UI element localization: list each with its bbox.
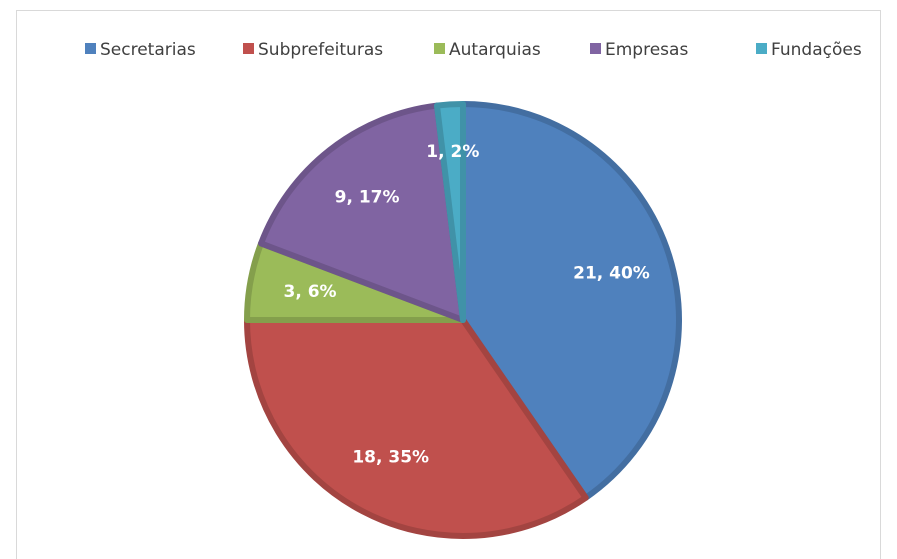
pie-slice [258,102,466,323]
legend-swatch [756,43,767,54]
legend-label: Empresas [605,40,688,60]
legend-label: Autarquias [449,40,541,60]
legend-swatch [85,43,96,54]
data-label: 21, 40% [573,264,650,284]
legend-swatch [243,43,254,54]
legend-swatch [434,43,445,54]
pie-slice [433,101,466,323]
pie-slice [460,101,682,501]
data-label: 9, 17% [335,188,400,208]
legend-label: Fundações [771,40,862,60]
data-label: 18, 35% [352,448,429,468]
legend-label: Subprefeituras [258,40,383,60]
data-label: 1, 2% [426,142,479,162]
pie-slice [244,317,589,539]
legend-label: Secretarias [100,40,196,60]
data-label: 3, 6% [283,282,336,302]
legend-swatch [590,43,601,54]
